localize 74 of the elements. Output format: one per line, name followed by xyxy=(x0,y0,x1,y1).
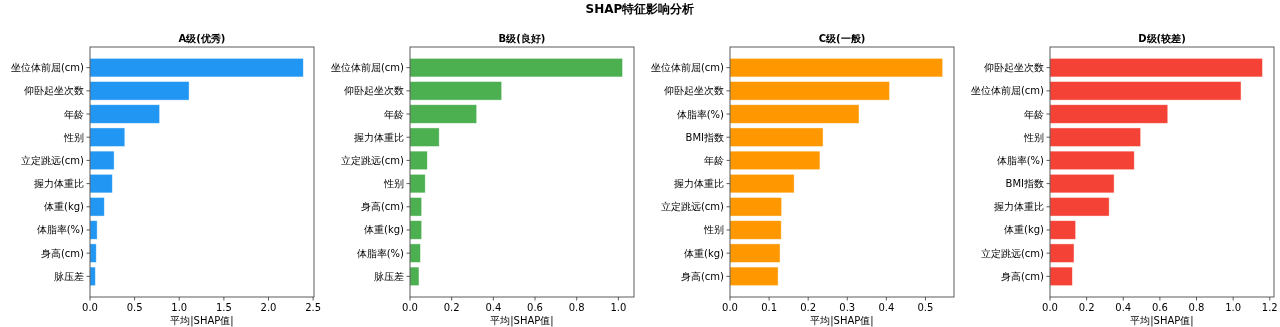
x-axis-title: 平均|SHAP值| xyxy=(170,315,234,327)
y-tick-label: 身高(cm) xyxy=(680,270,725,282)
y-tick-label: 体脂率(%) xyxy=(676,108,725,120)
y-tick-label: 年龄 xyxy=(1024,108,1044,120)
y-tick-label: 握力体重比 xyxy=(674,178,724,190)
y-tick-label: 脉压差 xyxy=(54,270,84,282)
x-tick-label: 0.8 xyxy=(568,302,585,313)
y-tick-label: 性别 xyxy=(703,224,724,236)
y-tick-label: 坐位体前屈(cm) xyxy=(650,62,725,74)
y-tick-label: 体脂率(%) xyxy=(36,224,85,236)
x-tick-label: 0.2 xyxy=(443,302,460,313)
y-tick-label: 体重(kg) xyxy=(44,201,85,213)
x-tick-label: 0.2 xyxy=(800,302,817,313)
x-axis-title: 平均|SHAP值| xyxy=(490,315,554,327)
y-tick-label: 握力体重比 xyxy=(34,178,84,190)
y-tick-label: 坐位体前屈(cm) xyxy=(970,85,1045,97)
y-tick-label: 体重(kg) xyxy=(684,247,725,259)
y-tick-label: 立定跳远(cm) xyxy=(340,154,405,166)
x-tick-label: 0.5 xyxy=(917,302,934,313)
chart-title: D级(较差) xyxy=(1138,33,1186,44)
x-axis-title: 平均|SHAP值| xyxy=(810,315,874,327)
y-tick-label: 仰卧起坐次数 xyxy=(344,85,404,97)
y-tick-label: 仰卧起坐次数 xyxy=(984,62,1044,74)
y-tick-label: 握力体重比 xyxy=(354,131,404,143)
y-tick-label: 体重(kg) xyxy=(364,224,405,236)
y-tick-label: 脉压差 xyxy=(374,270,404,282)
x-axis-title: 平均|SHAP值| xyxy=(1130,315,1194,327)
x-tick-label: 0.0 xyxy=(1042,302,1058,313)
y-tick-label: 年龄 xyxy=(384,108,404,120)
text: SHAP特征影响分析 xyxy=(585,2,695,16)
x-tick-label: 1.0 xyxy=(610,302,627,313)
x-tick-label: 0.0 xyxy=(82,302,98,313)
x-tick-label: 0.6 xyxy=(527,302,543,313)
x-tick-label: 0.4 xyxy=(485,302,502,313)
y-tick-label: 坐位体前屈(cm) xyxy=(330,62,405,74)
x-tick-label: 0.0 xyxy=(402,302,418,313)
y-tick-label: 仰卧起坐次数 xyxy=(24,85,84,97)
chart-title: A级(优秀) xyxy=(178,33,226,44)
chart-title: B级(良好) xyxy=(498,33,546,44)
y-tick-label: 体重(kg) xyxy=(1004,224,1045,236)
y-tick-label: 立定跳远(cm) xyxy=(660,201,725,213)
y-tick-label: 身高(cm) xyxy=(40,247,85,259)
y-tick-label: 年龄 xyxy=(64,108,84,120)
x-tick-label: 0.4 xyxy=(1115,302,1132,313)
y-tick-label: 性别 xyxy=(1023,131,1044,143)
y-tick-label: 性别 xyxy=(63,131,84,143)
y-tick-label: 身高(cm) xyxy=(360,201,405,213)
x-tick-label: 0.5 xyxy=(126,302,143,313)
y-tick-label: 坐位体前屈(cm) xyxy=(10,62,85,74)
chart-title: C级(一般) xyxy=(818,33,866,44)
x-tick-label: 2.5 xyxy=(305,302,322,313)
y-tick-label: 年龄 xyxy=(704,154,724,166)
y-tick-label: 握力体重比 xyxy=(994,201,1044,213)
x-tick-label: 0.2 xyxy=(1078,302,1095,313)
x-tick-label: 0.8 xyxy=(1188,302,1205,313)
x-tick-label: 1.0 xyxy=(1225,302,1242,313)
y-tick-label: 体脂率(%) xyxy=(996,154,1045,166)
x-tick-label: 1.0 xyxy=(171,302,188,313)
x-tick-label: 0.3 xyxy=(839,302,856,313)
y-tick-label: 身高(cm) xyxy=(1000,270,1045,282)
x-tick-label: 2.0 xyxy=(260,302,277,313)
y-tick-label: 体脂率(%) xyxy=(356,247,405,259)
y-tick-label: 性别 xyxy=(383,178,404,190)
x-tick-label: 1.5 xyxy=(215,302,232,313)
x-tick-label: 0.6 xyxy=(1151,302,1168,313)
y-tick-label: 仰卧起坐次数 xyxy=(664,85,724,97)
x-tick-label: 0.0 xyxy=(722,302,738,313)
x-tick-label: 0.4 xyxy=(878,302,895,313)
x-tick-label: 1.2 xyxy=(1261,302,1278,313)
y-tick-label: 立定跳远(cm) xyxy=(980,247,1045,259)
y-tick-label: BMI指数 xyxy=(685,131,724,143)
y-tick-label: 立定跳远(cm) xyxy=(20,154,85,166)
x-tick-label: 0.1 xyxy=(761,302,778,313)
y-tick-label: BMI指数 xyxy=(1005,178,1044,190)
